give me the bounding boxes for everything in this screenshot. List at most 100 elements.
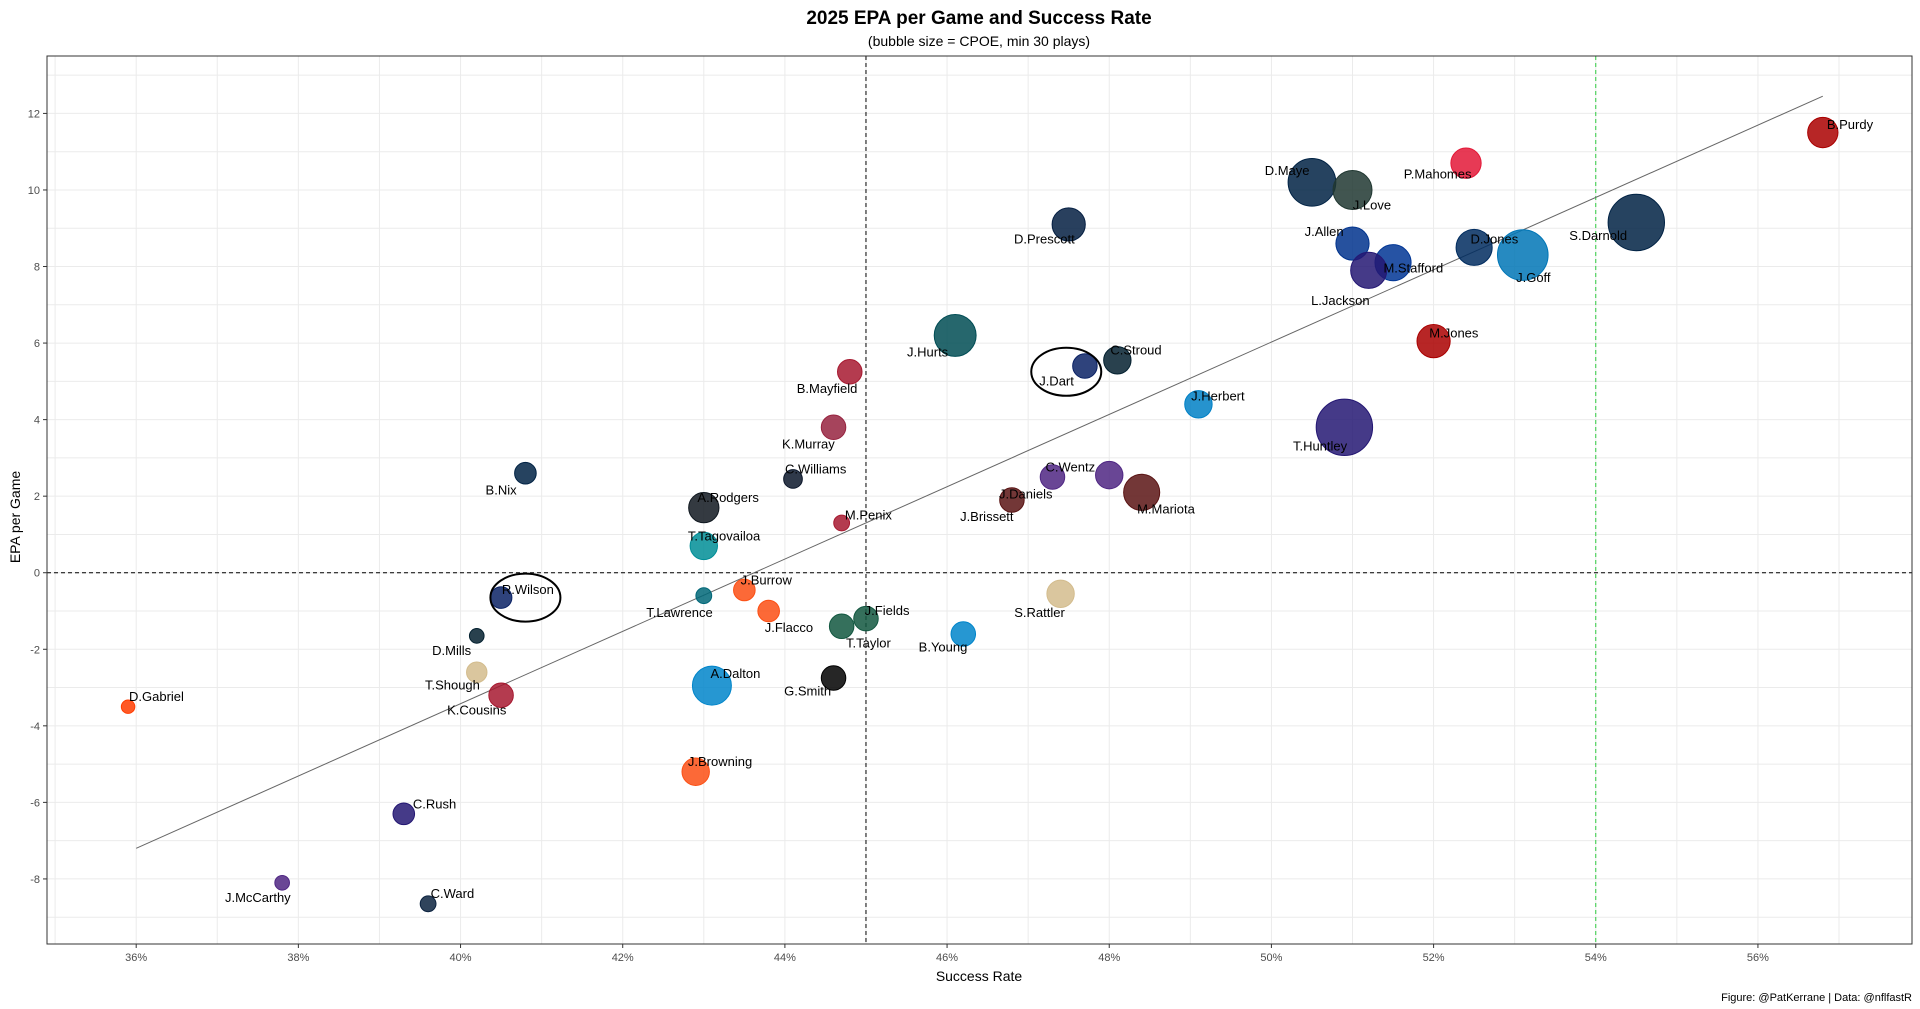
- chart-subtitle: (bubble size = CPOE, min 30 plays): [868, 33, 1090, 49]
- point-j-burrow: [733, 578, 756, 602]
- trend-line-layer: [135, 95, 1824, 849]
- point-j-flacco: [757, 599, 780, 623]
- chart-title: 2025 EPA per Game and Success Rate: [806, 8, 1151, 29]
- label-a-rodgers: A.Rodgers: [697, 490, 759, 505]
- label-t-tagovailoa: T.Tagovailoa: [688, 528, 761, 543]
- reference-lines: [47, 56, 1912, 944]
- y-tick-label: 2: [34, 491, 40, 503]
- label-c-wentz: C.Wentz: [1046, 459, 1096, 474]
- x-tick-label: 40%: [450, 952, 472, 964]
- grid-layer: [47, 56, 1912, 944]
- point-d-jones: [1455, 228, 1493, 266]
- label-c-rush: C.Rush: [413, 796, 456, 811]
- y-axis-label: EPA per Game: [7, 471, 23, 564]
- label-d-gabriel: D.Gabriel: [129, 689, 184, 704]
- x-tick-label: 36%: [125, 952, 147, 964]
- x-tick-label: 54%: [1585, 952, 1607, 964]
- label-l-jackson: L.Jackson: [1311, 293, 1370, 308]
- label-a-dalton: A.Dalton: [710, 666, 760, 681]
- point-m-penix: [833, 514, 851, 532]
- label-t-huntley: T.Huntley: [1293, 438, 1348, 453]
- chart-caption: Figure: @PatKerrane | Data: @nflfastR: [1721, 992, 1912, 1004]
- point-t-lawrence: [695, 587, 713, 605]
- label-c-stroud: C.Stroud: [1110, 343, 1161, 358]
- point-c-stroud: [1103, 346, 1132, 375]
- point-l-jackson: [1350, 251, 1388, 289]
- point-j-herbert: [1184, 390, 1213, 419]
- label-b-nix: B.Nix: [486, 482, 518, 497]
- label-t-lawrence: T.Lawrence: [646, 605, 712, 620]
- label-p-mahomes: P.Mahomes: [1404, 167, 1472, 182]
- y-tick-label: 8: [34, 262, 40, 274]
- point-j-fields: [853, 605, 879, 632]
- label-t-taylor: T.Taylor: [846, 636, 891, 651]
- label-j-goff: J.Goff: [1516, 270, 1551, 285]
- label-b-young: B.Young: [919, 639, 968, 654]
- y-tick-label: -8: [30, 874, 40, 886]
- point-c-ward: [419, 895, 437, 913]
- x-axis-ticks: 36% 38% 40% 42% 44% 46% 48% 50% 52% 54% 56%: [125, 944, 1769, 964]
- point-t-taylor: [828, 613, 855, 640]
- highlight-ellipses: [489, 346, 1103, 623]
- x-axis-label: Success Rate: [936, 968, 1023, 984]
- point-labels: B.Purdy D.Maye P.Mahomes J.Love S.Darnold D.P…: [129, 117, 1874, 905]
- point-m-jones: [1416, 324, 1451, 359]
- point-j-goff: [1496, 229, 1549, 281]
- label-d-jones: D.Jones: [1471, 232, 1519, 247]
- y-tick-label: -6: [30, 797, 40, 809]
- label-j-allen: J.Allen: [1305, 224, 1344, 239]
- label-m-stafford: M.Stafford: [1383, 260, 1443, 275]
- label-j-dart: J.Dart: [1039, 373, 1074, 388]
- x-tick-label: 56%: [1747, 952, 1769, 964]
- label-k-murray: K.Murray: [782, 437, 835, 452]
- point-c-rush: [392, 802, 416, 826]
- point-k-murray: [820, 414, 847, 441]
- point-j-allen: [1335, 226, 1370, 261]
- y-tick-label: 12: [28, 108, 40, 120]
- y-tick-label: 6: [34, 338, 40, 350]
- label-j-love: J.Love: [1353, 197, 1391, 212]
- label-j-browning: J.Browning: [688, 754, 752, 769]
- point-c-williams: [783, 469, 803, 489]
- point-c-wentz: [1039, 464, 1066, 490]
- point-d-mills: [468, 628, 485, 644]
- label-j-flacco: J.Flacco: [765, 620, 813, 635]
- label-b-mayfield: B.Mayfield: [797, 381, 858, 396]
- label-j-herbert: J.Herbert: [1191, 389, 1245, 404]
- point-d-prescott: [1051, 207, 1086, 242]
- label-m-mariota: M.Mariota: [1137, 502, 1196, 517]
- x-tick-label: 46%: [936, 952, 958, 964]
- label-k-cousins: K.Cousins: [447, 703, 507, 718]
- highlight-j-dart: [1030, 346, 1103, 397]
- y-tick-label: 0: [34, 568, 40, 580]
- x-tick-label: 50%: [1260, 952, 1282, 964]
- point-b-nix: [514, 461, 537, 485]
- point-t-tagovailoa: [689, 531, 719, 561]
- point-j-dart: [1072, 353, 1098, 379]
- point-j-hurts: [933, 313, 977, 357]
- point-b-purdy: [1807, 116, 1839, 149]
- label-j-fields: J.Fields: [865, 603, 910, 618]
- point-a-dalton: [691, 665, 732, 706]
- y-axis-ticks: -8 -6 -4 -2 0 2 4 6 8 10 12: [28, 108, 47, 886]
- plot-panel-border: [46, 55, 1913, 945]
- point-c-wentz2: [1095, 460, 1124, 490]
- x-tick-label: 42%: [612, 952, 634, 964]
- point-g-smith: [820, 665, 847, 691]
- label-d-mills: D.Mills: [432, 643, 471, 658]
- point-j-browning: [681, 757, 710, 786]
- y-tick-label: -4: [30, 721, 40, 733]
- point-t-shough: [466, 661, 488, 683]
- trend-line: [135, 95, 1824, 849]
- label-d-maye: D.Maye: [1265, 163, 1310, 178]
- label-s-darnold: S.Darnold: [1569, 228, 1627, 243]
- label-t-shough: T.Shough: [425, 678, 480, 693]
- point-k-cousins: [488, 682, 514, 708]
- point-t-huntley: [1315, 398, 1374, 456]
- label-r-wilson: R.Wilson: [502, 582, 554, 597]
- label-j-daniels: J.Daniels: [999, 486, 1053, 501]
- label-m-penix: M.Penix: [845, 507, 892, 522]
- label-b-purdy: B.Purdy: [1827, 117, 1874, 132]
- label-c-williams: C.Williams: [785, 461, 847, 476]
